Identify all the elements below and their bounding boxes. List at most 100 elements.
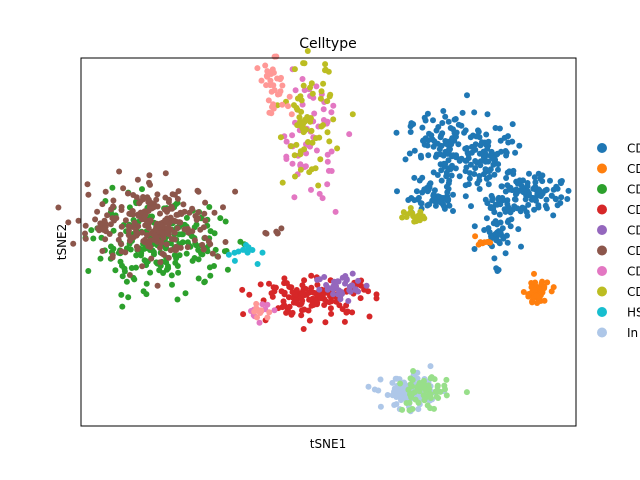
data-point xyxy=(484,239,491,245)
data-point xyxy=(334,278,341,285)
data-point xyxy=(324,181,331,188)
data-point xyxy=(232,188,239,195)
data-point xyxy=(497,229,504,236)
data-point xyxy=(355,277,361,284)
data-point xyxy=(478,139,485,146)
data-point xyxy=(445,118,452,125)
data-point xyxy=(415,194,422,201)
data-point xyxy=(424,402,431,409)
data-point xyxy=(440,108,447,114)
data-point xyxy=(182,290,189,297)
data-point xyxy=(503,175,510,181)
data-point xyxy=(313,147,320,154)
data-point xyxy=(495,166,501,173)
data-point xyxy=(301,87,308,94)
data-point xyxy=(288,311,295,318)
data-point xyxy=(197,226,204,233)
data-point xyxy=(262,62,269,69)
data-point xyxy=(433,393,440,400)
data-point xyxy=(417,152,424,159)
data-point xyxy=(323,282,330,288)
data-point xyxy=(146,240,153,246)
data-point xyxy=(133,194,140,201)
data-point xyxy=(162,217,169,224)
data-point xyxy=(484,200,491,207)
data-point xyxy=(65,219,72,226)
data-point xyxy=(300,82,307,89)
data-point xyxy=(108,243,114,250)
data-point xyxy=(143,280,150,287)
data-point xyxy=(308,127,315,134)
data-point xyxy=(119,273,126,280)
data-point xyxy=(297,166,304,173)
data-point xyxy=(97,220,104,227)
data-point xyxy=(120,185,127,192)
data-point xyxy=(258,77,265,84)
data-point xyxy=(450,208,456,214)
data-point xyxy=(347,283,354,290)
data-point xyxy=(489,197,496,204)
data-point xyxy=(259,301,266,308)
data-point xyxy=(495,161,502,168)
data-point xyxy=(412,396,419,403)
data-point xyxy=(417,208,424,215)
data-point xyxy=(491,171,498,178)
data-point xyxy=(334,145,341,152)
data-point xyxy=(281,302,288,308)
data-point xyxy=(450,191,456,198)
data-point xyxy=(222,218,229,225)
data-point xyxy=(497,219,504,226)
chart-title: Celltype xyxy=(299,36,356,52)
data-point xyxy=(326,299,333,306)
data-point xyxy=(122,217,129,224)
data-point xyxy=(328,168,335,174)
data-point xyxy=(498,183,505,190)
data-point xyxy=(564,196,571,202)
data-point xyxy=(308,284,315,291)
data-point xyxy=(256,319,263,326)
data-point xyxy=(565,187,572,194)
data-point xyxy=(240,311,247,318)
data-point xyxy=(481,227,488,233)
data-point xyxy=(407,123,414,130)
series-5 xyxy=(55,168,285,289)
data-point xyxy=(249,247,256,253)
data-point xyxy=(231,257,238,264)
data-point xyxy=(504,219,511,225)
data-point xyxy=(446,177,453,184)
data-point xyxy=(162,194,169,201)
legend-marker xyxy=(597,143,607,153)
data-point xyxy=(322,66,329,73)
data-point xyxy=(321,302,328,308)
data-point xyxy=(399,214,406,221)
data-point xyxy=(518,243,524,250)
data-point xyxy=(191,237,198,244)
legend-label: CD xyxy=(627,203,640,217)
data-point xyxy=(135,213,142,219)
data-point xyxy=(259,249,266,256)
data-point xyxy=(336,302,343,309)
data-point xyxy=(174,296,181,303)
data-point xyxy=(176,219,183,226)
data-point xyxy=(332,283,339,290)
data-point xyxy=(324,286,331,293)
data-point xyxy=(524,180,531,186)
data-point xyxy=(291,194,298,201)
data-point xyxy=(495,266,502,273)
data-point xyxy=(414,384,421,391)
legend-label: HS xyxy=(627,306,640,320)
data-point xyxy=(318,88,325,95)
data-point xyxy=(293,104,300,111)
data-point xyxy=(447,125,454,131)
data-point xyxy=(330,116,337,123)
data-point xyxy=(139,229,146,236)
data-point xyxy=(308,186,314,193)
data-point xyxy=(118,223,125,230)
data-point xyxy=(443,173,450,180)
data-point xyxy=(301,60,308,67)
data-point xyxy=(337,296,344,303)
data-point xyxy=(326,138,333,145)
data-point xyxy=(430,143,437,150)
data-point xyxy=(133,252,140,259)
data-point xyxy=(557,178,564,185)
